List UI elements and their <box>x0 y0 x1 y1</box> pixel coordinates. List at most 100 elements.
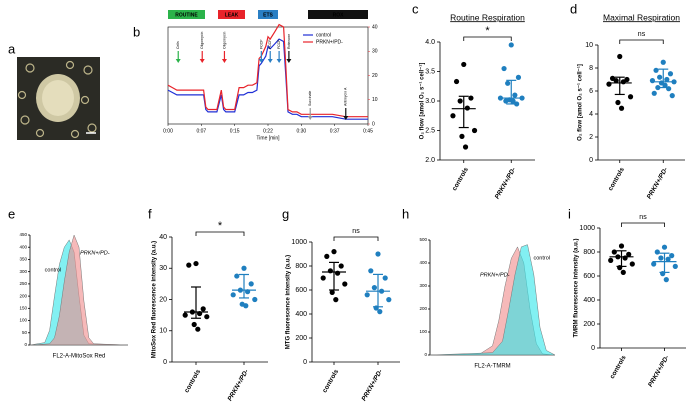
curve-label: PRKN+/PD- <box>80 250 110 256</box>
significance-label: ns <box>352 228 360 235</box>
panel-letter: b <box>133 24 140 39</box>
curve-label: PRKN+/PD- <box>480 272 510 278</box>
data-point <box>651 90 657 96</box>
significance-label: * <box>485 25 490 37</box>
x-tick-label: 0:22 <box>263 128 273 134</box>
trace <box>167 38 368 120</box>
panel-letter: d <box>570 1 577 16</box>
x-tick-label: controls <box>609 354 628 380</box>
data-point <box>661 244 668 250</box>
data-point <box>608 257 614 263</box>
data-point <box>615 99 621 106</box>
data-point <box>505 80 511 86</box>
significance-bracket <box>333 236 379 241</box>
y-tick-label: 400 <box>419 260 427 265</box>
y-tick-label: 100 <box>419 329 427 334</box>
x-tick-label: 0:00 <box>163 128 173 134</box>
data-point <box>649 78 656 84</box>
y-tick-label: 0 <box>591 345 595 352</box>
data-point <box>471 127 478 134</box>
histogram-area <box>429 244 556 356</box>
legend-label: control <box>316 32 331 38</box>
y-tick-label: 300 <box>19 269 27 274</box>
data-point <box>191 321 197 328</box>
phase-label: ROUTINE <box>175 12 198 18</box>
data-point <box>669 93 675 99</box>
data-point <box>457 98 463 104</box>
phase-label: LEAK <box>225 12 239 18</box>
data-point <box>618 243 625 249</box>
data-point <box>386 297 392 303</box>
y-tick-label: 600 <box>583 273 595 280</box>
y-tick-label: 800 <box>583 249 595 256</box>
data-point <box>241 265 247 271</box>
data-point <box>501 65 507 72</box>
data-point <box>658 255 664 261</box>
x-tick-label: 0:37 <box>330 128 340 134</box>
y-tick-label: 4.0 <box>425 39 435 46</box>
data-point <box>617 53 623 60</box>
data-point <box>186 262 192 268</box>
data-point <box>653 67 659 73</box>
injection-arrowhead <box>307 116 313 120</box>
data-point <box>667 71 674 77</box>
injection-label: FCCP <box>259 39 263 49</box>
significance-bracket <box>463 36 512 41</box>
injection-label: Cells <box>176 41 180 49</box>
injection-label: FCCP <box>268 39 272 49</box>
phase-label: ETS <box>263 12 273 18</box>
y-tick-label: 40 <box>372 24 378 30</box>
y-tick-label: 0 <box>163 359 167 366</box>
y-tick-label: 2 <box>589 134 593 141</box>
data-point <box>252 296 258 303</box>
x-tick-label: 0:15 <box>230 128 240 134</box>
x-tick-label: 0:07 <box>196 128 206 134</box>
data-point <box>193 260 199 267</box>
panel-letter: h <box>402 206 409 221</box>
panel-letter: i <box>568 206 571 221</box>
data-point <box>651 261 657 267</box>
y-tick-label: 450 <box>19 232 27 237</box>
y-tick-label: 6 <box>589 88 593 95</box>
y-axis-label: O₂ flow [amol O₂ s⁻¹ cell⁻¹] <box>577 64 584 141</box>
data-point <box>503 98 509 104</box>
x-tick-label: 0:30 <box>296 128 306 134</box>
injection-label: Antimycin A <box>344 87 348 106</box>
y-tick-label: 800 <box>295 263 307 270</box>
data-point <box>462 144 469 150</box>
y-tick-label: 50 <box>22 330 28 335</box>
x-axis-label: FL2-A-MitoSox Red <box>53 354 106 360</box>
y-tick-label: 200 <box>583 321 595 328</box>
injection-label: Oligomycin <box>222 32 226 49</box>
y-tick-label: 1000 <box>579 225 595 232</box>
data-point <box>364 292 370 298</box>
y-axis-label: O₂ flow [amol O₂ s⁻¹ cell⁻¹] <box>419 63 426 140</box>
x-tick-label: PRKN+/PD- <box>227 368 251 402</box>
data-point <box>657 74 663 80</box>
data-point <box>654 249 660 255</box>
curve-label: control <box>45 267 62 273</box>
data-point <box>606 81 612 87</box>
y-tick-label: 4 <box>589 111 593 118</box>
y-tick-label: 30 <box>372 49 378 55</box>
panel-letter: c <box>412 1 419 16</box>
y-tick-label: 2.5 <box>425 127 435 134</box>
data-point <box>508 42 514 48</box>
data-point <box>664 76 670 83</box>
x-tick-label: PRKN+/PD- <box>494 166 518 200</box>
data-point <box>234 273 240 279</box>
injection-arrowhead <box>276 59 282 63</box>
y-tick-label: 100 <box>19 318 27 323</box>
y-tick-label: 350 <box>19 257 27 262</box>
x-tick-label: PRKN+/PD- <box>647 354 671 388</box>
y-tick-label: 600 <box>295 287 307 294</box>
significance-label: ns <box>638 31 646 38</box>
cell-cluster-core <box>42 80 74 116</box>
injection-label: Rotenone <box>287 34 291 49</box>
injection-arrowhead <box>258 59 264 63</box>
y-tick-label: 200 <box>419 306 427 311</box>
injection-label: FCCP <box>277 39 281 49</box>
data-point <box>660 59 666 65</box>
y-tick-label: 10 <box>159 328 167 335</box>
